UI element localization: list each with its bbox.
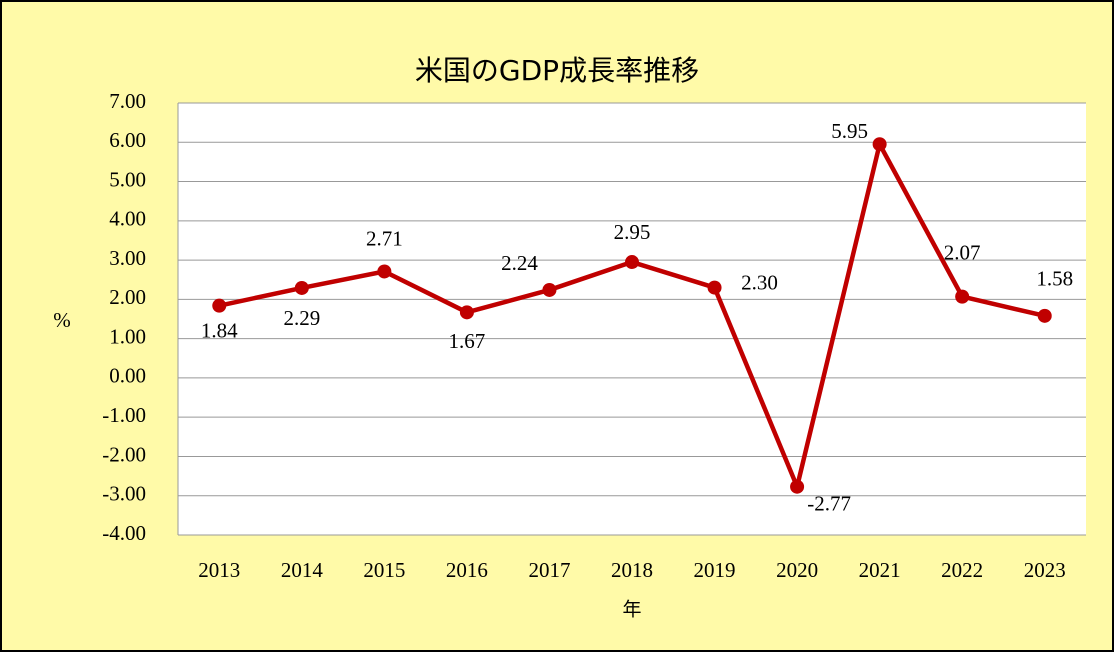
point: [542, 282, 557, 297]
x-tick-label: 2017: [528, 558, 570, 582]
data-label: -2.77: [807, 492, 851, 516]
data-label: 1.58: [1036, 267, 1073, 291]
y-tick-label: 4.00: [109, 207, 146, 231]
y-tick-label: 3.00: [109, 246, 146, 270]
data-label: 2.29: [283, 306, 320, 330]
y-tick-label: 7.00: [109, 89, 146, 113]
y-tick-label: 1.00: [109, 324, 146, 348]
y-tick-label: 2.00: [109, 285, 146, 309]
x-axis-label: 年: [622, 599, 641, 621]
x-tick-label: 2018: [611, 558, 653, 582]
y-tick-label: 0.00: [109, 364, 146, 388]
x-tick-label: 2021: [859, 558, 901, 582]
y-tick-label: 6.00: [109, 128, 146, 152]
y-tick-label: -1.00: [102, 403, 146, 427]
point: [459, 305, 474, 320]
point: [294, 280, 309, 295]
data-label: 2.24: [501, 251, 538, 275]
plot-area: [178, 103, 1086, 535]
x-tick-label: 2014: [281, 558, 324, 582]
data-label: 5.95: [831, 119, 868, 143]
point: [1037, 308, 1052, 323]
x-tick-label: 2020: [776, 558, 818, 582]
x-tick-label: 2015: [363, 558, 405, 582]
point: [625, 255, 639, 270]
y-axis-label: %: [53, 308, 71, 332]
point: [790, 479, 805, 494]
point: [707, 280, 722, 295]
y-tick-label: -4.00: [102, 521, 146, 545]
point: [377, 264, 392, 279]
x-tick-label: 2016: [446, 558, 488, 582]
x-tick-label: 2019: [694, 558, 736, 582]
data-label: 2.71: [366, 226, 403, 250]
x-tick-label: 2022: [941, 558, 983, 582]
x-tick-label: 2023: [1024, 558, 1066, 582]
data-label: 1.84: [201, 318, 238, 342]
chart-title: 米国のGDP成長率推移: [415, 54, 699, 87]
data-label: 2.30: [741, 270, 778, 294]
point: [212, 298, 227, 313]
data-label: 2.07: [944, 240, 981, 264]
point: [955, 289, 970, 304]
data-label: 2.95: [614, 220, 651, 244]
x-tick-label: 2013: [198, 558, 240, 582]
point: [872, 137, 887, 152]
y-tick-label: -2.00: [102, 442, 146, 466]
y-tick-label: -3.00: [102, 482, 146, 506]
data-label: 1.67: [449, 329, 486, 353]
y-tick-label: 5.00: [109, 167, 146, 191]
